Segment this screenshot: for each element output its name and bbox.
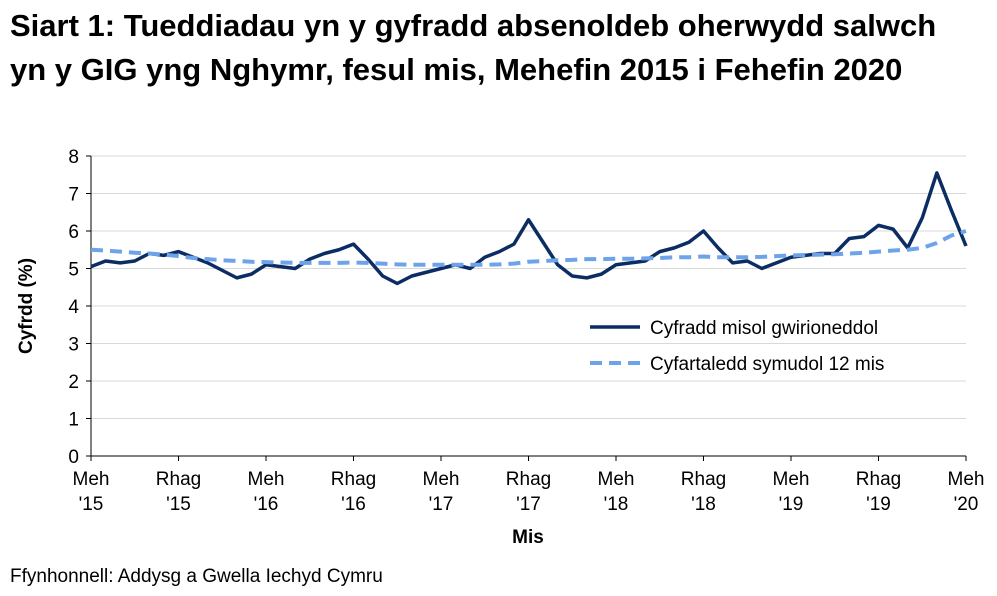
- x-axis-label: Mis: [512, 527, 544, 548]
- source-note: Ffynhonnell: Addysg a Gwella Iechyd Cymr…: [10, 566, 383, 587]
- y-axis-label: Cyfrdd (%): [16, 258, 37, 354]
- x-tick-label: Meh '20: [948, 469, 985, 515]
- series-line: [90, 229, 967, 267]
- x-tick-label: Meh '19: [773, 469, 810, 515]
- series-line: [90, 171, 968, 286]
- x-tick-label: Meh '15: [73, 469, 110, 515]
- x-tick-label: Meh '17: [423, 469, 460, 515]
- y-tick-label: 4: [68, 297, 79, 318]
- y-tick-label: 3: [68, 335, 79, 356]
- x-tick-label: Rhag '19: [856, 469, 901, 515]
- x-tick-label: Meh '18: [598, 469, 635, 515]
- y-tick-label: 2: [68, 372, 79, 393]
- x-tick-label: Rhag '17: [506, 469, 551, 515]
- legend-label: Cyfradd misol gwirioneddol: [650, 318, 878, 339]
- y-tick-label: 7: [68, 185, 79, 206]
- legend-label: Cyfartaledd symudol 12 mis: [650, 354, 884, 375]
- x-tick-label: Meh '16: [248, 469, 285, 515]
- y-tick-label: 5: [68, 260, 79, 281]
- x-tick-label: Rhag '18: [681, 469, 726, 515]
- x-tick-label: Rhag '15: [156, 469, 201, 515]
- y-tick-label: 6: [68, 222, 79, 243]
- chart-title: Siart 1: Tueddiadau yn y gyfradd absenol…: [10, 8, 937, 87]
- y-tick-label: 8: [68, 147, 79, 168]
- y-tick-label: 0: [68, 447, 79, 468]
- y-tick-label: 1: [68, 410, 79, 431]
- x-tick-label: Rhag '16: [331, 469, 376, 515]
